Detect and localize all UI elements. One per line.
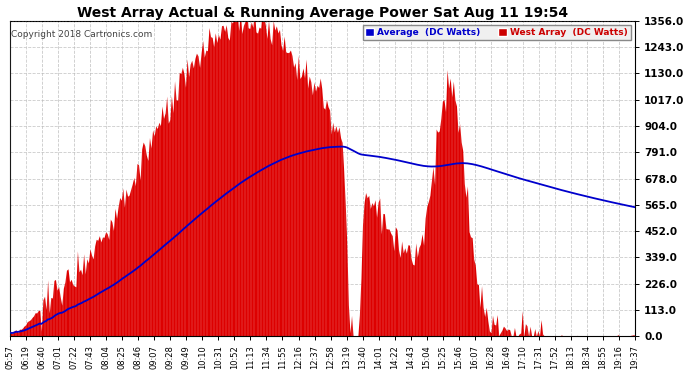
Legend: Average  (DC Watts), West Array  (DC Watts): Average (DC Watts), West Array (DC Watts… [362, 25, 631, 40]
Text: Copyright 2018 Cartronics.com: Copyright 2018 Cartronics.com [10, 30, 152, 39]
Title: West Array Actual & Running Average Power Sat Aug 11 19:54: West Array Actual & Running Average Powe… [77, 6, 568, 20]
